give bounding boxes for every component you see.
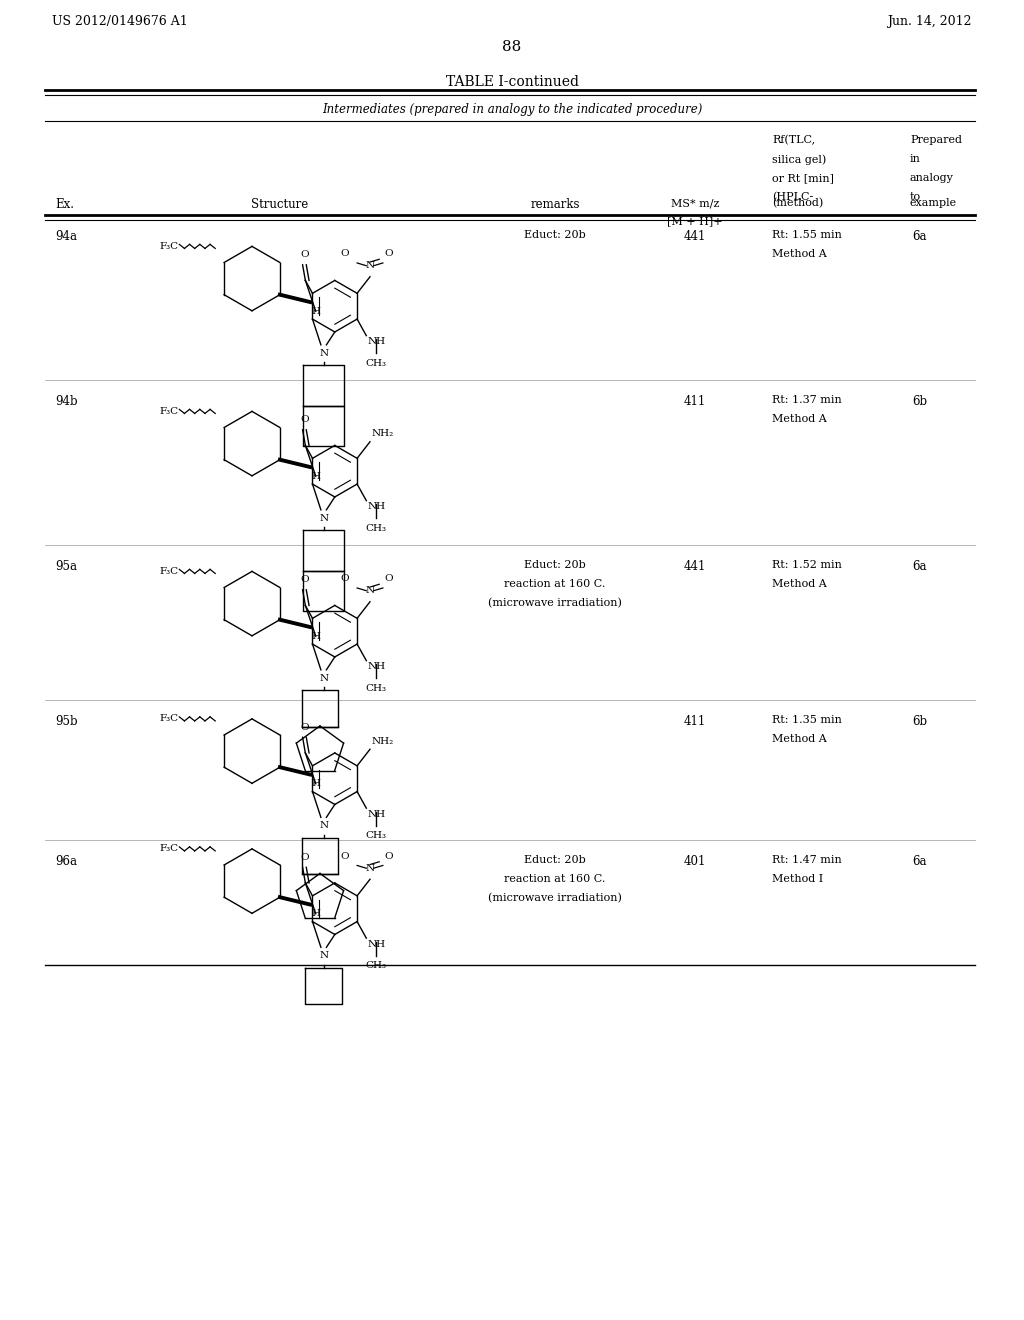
Text: 94b: 94b xyxy=(55,395,78,408)
Text: 411: 411 xyxy=(684,395,707,408)
Text: reaction at 160 C.: reaction at 160 C. xyxy=(504,579,605,589)
Text: N: N xyxy=(319,348,329,358)
Text: 94a: 94a xyxy=(55,230,77,243)
Text: CH₃: CH₃ xyxy=(365,684,386,693)
Text: CH₃: CH₃ xyxy=(365,524,386,533)
Text: example: example xyxy=(910,198,957,209)
Text: Ex.: Ex. xyxy=(55,198,74,211)
Text: O: O xyxy=(300,723,309,731)
Text: NH: NH xyxy=(368,810,385,818)
Text: reaction at 160 C.: reaction at 160 C. xyxy=(504,874,605,884)
Text: 95b: 95b xyxy=(55,715,78,729)
Text: or Rt [min]: or Rt [min] xyxy=(772,173,834,183)
Text: Educt: 20b: Educt: 20b xyxy=(524,855,586,865)
Text: Rt: 1.52 min: Rt: 1.52 min xyxy=(772,560,842,570)
Text: US 2012/0149676 A1: US 2012/0149676 A1 xyxy=(52,15,187,28)
Text: N: N xyxy=(319,821,329,830)
Text: CH₃: CH₃ xyxy=(365,359,386,368)
Text: NH: NH xyxy=(368,503,385,511)
Text: F₃C: F₃C xyxy=(160,845,178,854)
Text: O: O xyxy=(300,251,309,259)
Text: NH: NH xyxy=(368,663,385,672)
Text: Educt: 20b: Educt: 20b xyxy=(524,230,586,240)
Text: NH: NH xyxy=(368,940,385,949)
Text: NH₂: NH₂ xyxy=(372,429,394,438)
Text: Method A: Method A xyxy=(772,414,826,424)
Text: H: H xyxy=(311,306,321,315)
Text: Rt: 1.47 min: Rt: 1.47 min xyxy=(772,855,842,865)
Text: H: H xyxy=(311,632,321,640)
Text: Jun. 14, 2012: Jun. 14, 2012 xyxy=(888,15,972,28)
Text: (method): (method) xyxy=(772,198,823,209)
Text: F₃C: F₃C xyxy=(160,407,178,416)
Text: analogy: analogy xyxy=(910,173,954,183)
Text: 401: 401 xyxy=(684,855,707,869)
Text: H: H xyxy=(311,779,321,788)
Text: N: N xyxy=(319,950,329,960)
Text: MS* m/z: MS* m/z xyxy=(671,198,719,209)
Text: 6a: 6a xyxy=(912,230,928,243)
Text: O: O xyxy=(340,574,349,583)
Text: F₃C: F₃C xyxy=(160,242,178,251)
Text: NH: NH xyxy=(368,338,385,346)
Text: H: H xyxy=(311,909,321,919)
Text: O: O xyxy=(385,574,393,583)
Text: O: O xyxy=(300,416,309,424)
Text: 96a: 96a xyxy=(55,855,77,869)
Text: O: O xyxy=(340,249,349,259)
Text: 441: 441 xyxy=(684,560,707,573)
Text: Rt: 1.37 min: Rt: 1.37 min xyxy=(772,395,842,405)
Text: Method A: Method A xyxy=(772,249,826,259)
Text: O: O xyxy=(385,851,393,861)
Text: Method A: Method A xyxy=(772,579,826,589)
Text: O: O xyxy=(300,576,309,585)
Text: N: N xyxy=(319,513,329,523)
Text: Rt: 1.55 min: Rt: 1.55 min xyxy=(772,230,842,240)
Text: 6a: 6a xyxy=(912,855,928,869)
Text: in: in xyxy=(910,154,921,164)
Text: Method I: Method I xyxy=(772,874,823,884)
Text: Intermediates (prepared in analogy to the indicated procedure): Intermediates (prepared in analogy to th… xyxy=(322,103,702,116)
Text: 441: 441 xyxy=(684,230,707,243)
Text: Rt: 1.35 min: Rt: 1.35 min xyxy=(772,715,842,725)
Text: Method A: Method A xyxy=(772,734,826,744)
Text: Prepared: Prepared xyxy=(910,135,962,145)
Text: O: O xyxy=(340,851,349,861)
Text: F₃C: F₃C xyxy=(160,566,178,576)
Text: silica gel): silica gel) xyxy=(772,154,826,165)
Text: to: to xyxy=(910,191,922,202)
Text: remarks: remarks xyxy=(530,198,580,211)
Text: (microwave irradiation): (microwave irradiation) xyxy=(488,598,622,609)
Text: F₃C: F₃C xyxy=(160,714,178,723)
Text: N: N xyxy=(366,863,375,873)
Text: 6a: 6a xyxy=(912,560,928,573)
Text: [M + H]+: [M + H]+ xyxy=(668,216,723,226)
Text: 6b: 6b xyxy=(912,715,928,729)
Text: Educt: 20b: Educt: 20b xyxy=(524,560,586,570)
Text: (HPLC-: (HPLC- xyxy=(772,191,813,202)
Text: Rf(TLC,: Rf(TLC, xyxy=(772,135,815,145)
Text: NH₂: NH₂ xyxy=(372,737,394,746)
Text: 95a: 95a xyxy=(55,560,77,573)
Text: H: H xyxy=(311,471,321,480)
Text: 411: 411 xyxy=(684,715,707,729)
Text: N: N xyxy=(366,261,375,271)
Text: CH₃: CH₃ xyxy=(365,961,386,970)
Text: O: O xyxy=(300,853,309,862)
Text: O: O xyxy=(385,249,393,259)
Text: (microwave irradiation): (microwave irradiation) xyxy=(488,894,622,903)
Text: N: N xyxy=(366,586,375,595)
Text: Structure: Structure xyxy=(251,198,308,211)
Text: TABLE I-continued: TABLE I-continued xyxy=(445,75,579,88)
Text: 88: 88 xyxy=(503,40,521,54)
Text: CH₃: CH₃ xyxy=(365,832,386,840)
Text: N: N xyxy=(319,673,329,682)
Text: 6b: 6b xyxy=(912,395,928,408)
